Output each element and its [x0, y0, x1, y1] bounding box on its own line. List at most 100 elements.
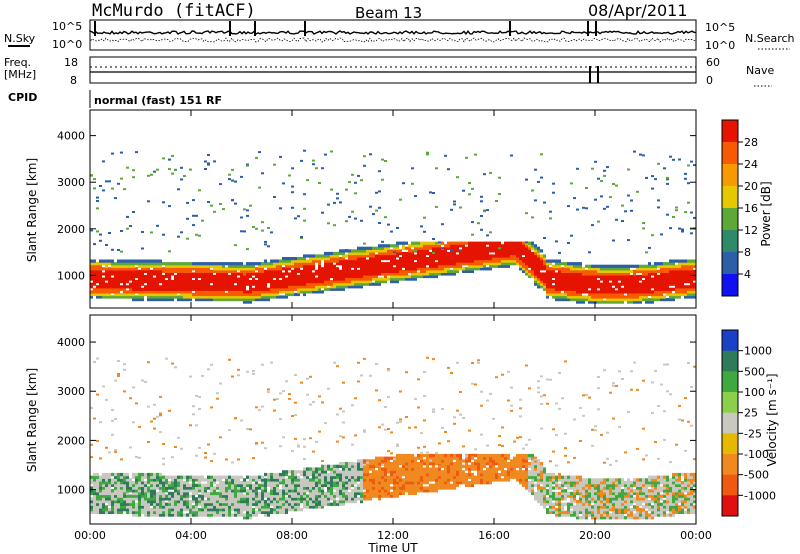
heatmap-cell: [276, 508, 279, 512]
heatmap-cell: [555, 285, 558, 289]
heatmap-cell: [366, 472, 369, 477]
heatmap-cell: [375, 478, 378, 482]
heatmap-cell: [114, 285, 117, 289]
heatmap-cell: [111, 433, 114, 436]
heatmap-cell: [234, 481, 237, 485]
heatmap-cell: [396, 475, 399, 479]
heatmap-cell: [195, 508, 198, 512]
heatmap-cell: [267, 391, 270, 394]
heatmap-cell: [159, 431, 162, 434]
heatmap-cell: [111, 152, 114, 155]
heatmap-cell: [186, 267, 189, 271]
heatmap-cell: [570, 287, 573, 291]
heatmap-cell: [324, 259, 327, 263]
heatmap-cell: [108, 494, 111, 498]
heatmap-cell: [543, 237, 546, 239]
heatmap-cell: [282, 274, 285, 279]
heatmap-cell: [282, 257, 285, 261]
heatmap-cell: [204, 483, 207, 487]
heatmap-cell: [114, 277, 117, 281]
heatmap-cell: [498, 259, 501, 263]
heatmap-cell: [144, 472, 147, 477]
heatmap-cell: [528, 257, 531, 261]
heatmap-cell: [378, 222, 381, 224]
heatmap-cell: [90, 499, 93, 504]
heatmap-cell: [156, 262, 159, 266]
heatmap-cell: [432, 192, 435, 194]
heatmap-cell: [408, 467, 411, 471]
heatmap-cell: [537, 282, 540, 286]
heatmap-cell: [513, 254, 516, 258]
heatmap-cell: [237, 285, 240, 289]
heatmap-cell: [363, 262, 366, 266]
heatmap-cell: [384, 456, 387, 460]
heatmap-cell: [213, 262, 216, 266]
heatmap-cell: [189, 298, 192, 302]
heatmap-cell: [171, 280, 174, 284]
heatmap-cell: [663, 280, 666, 284]
heatmap-cell: [93, 486, 96, 490]
heatmap-cell: [273, 292, 276, 297]
heatmap-cell: [165, 357, 168, 360]
heatmap-cell: [189, 486, 192, 490]
heatmap-cell: [312, 467, 315, 471]
heatmap-cell: [264, 298, 267, 302]
heatmap-cell: [186, 295, 189, 299]
heatmap-cell: [255, 475, 258, 479]
heatmap-cell: [687, 259, 690, 263]
heatmap-cell: [351, 257, 354, 261]
heatmap-cell: [129, 502, 132, 506]
heatmap-cell: [90, 481, 93, 485]
heatmap-cell: [222, 298, 225, 302]
heatmap-cell: [609, 272, 612, 276]
heatmap-cell: [360, 499, 363, 504]
heatmap-cell: [522, 262, 525, 266]
heatmap-cell: [195, 292, 198, 297]
heatmap-cell: [90, 508, 93, 512]
heatmap-cell: [459, 262, 462, 266]
heatmap-cell: [390, 481, 393, 485]
heatmap-cell: [660, 280, 663, 284]
heatmap-cell: [240, 494, 243, 498]
heatmap-cell: [600, 298, 603, 302]
heatmap-cell: [180, 505, 183, 509]
heatmap-cell: [177, 505, 180, 509]
heatmap-cell: [243, 287, 246, 291]
heatmap-cell: [450, 251, 453, 256]
heatmap-cell: [228, 489, 231, 493]
heatmap-cell: [396, 241, 399, 245]
heatmap-cell: [579, 264, 582, 268]
heatmap-cell: [204, 494, 207, 498]
heatmap-cell: [426, 262, 429, 266]
heatmap-cell: [333, 470, 336, 474]
heatmap-cell: [516, 259, 519, 263]
heatmap-cell: [108, 481, 111, 485]
heatmap-cell: [603, 274, 606, 279]
heatmap-cell: [237, 497, 240, 501]
heatmap-cell: [126, 285, 129, 289]
heatmap-cell: [330, 481, 333, 485]
heatmap-cell: [126, 272, 129, 276]
heatmap-cell: [528, 249, 531, 253]
heatmap-cell: [318, 494, 321, 498]
heatmap-cell: [378, 459, 381, 463]
heatmap-cell: [588, 282, 591, 286]
heatmap-cell: [558, 285, 561, 289]
heatmap-cell: [201, 491, 204, 496]
heatmap-cell: [216, 475, 219, 479]
heatmap-cell: [228, 505, 231, 509]
heatmap-cell: [165, 475, 168, 479]
heatmap-cell: [636, 267, 639, 271]
heatmap-cell: [534, 259, 537, 263]
heatmap-cell: [618, 269, 621, 273]
heatmap-cell: [360, 282, 363, 286]
heatmap-cell: [90, 290, 93, 294]
heatmap-cell: [360, 285, 363, 289]
heatmap-cell: [417, 272, 420, 276]
heatmap-cell: [348, 280, 351, 284]
heatmap-cell: [99, 510, 102, 514]
heatmap-cell: [108, 472, 111, 477]
heatmap-cell: [225, 481, 228, 485]
heatmap-cell: [180, 497, 183, 501]
heatmap-cell: [396, 272, 399, 276]
